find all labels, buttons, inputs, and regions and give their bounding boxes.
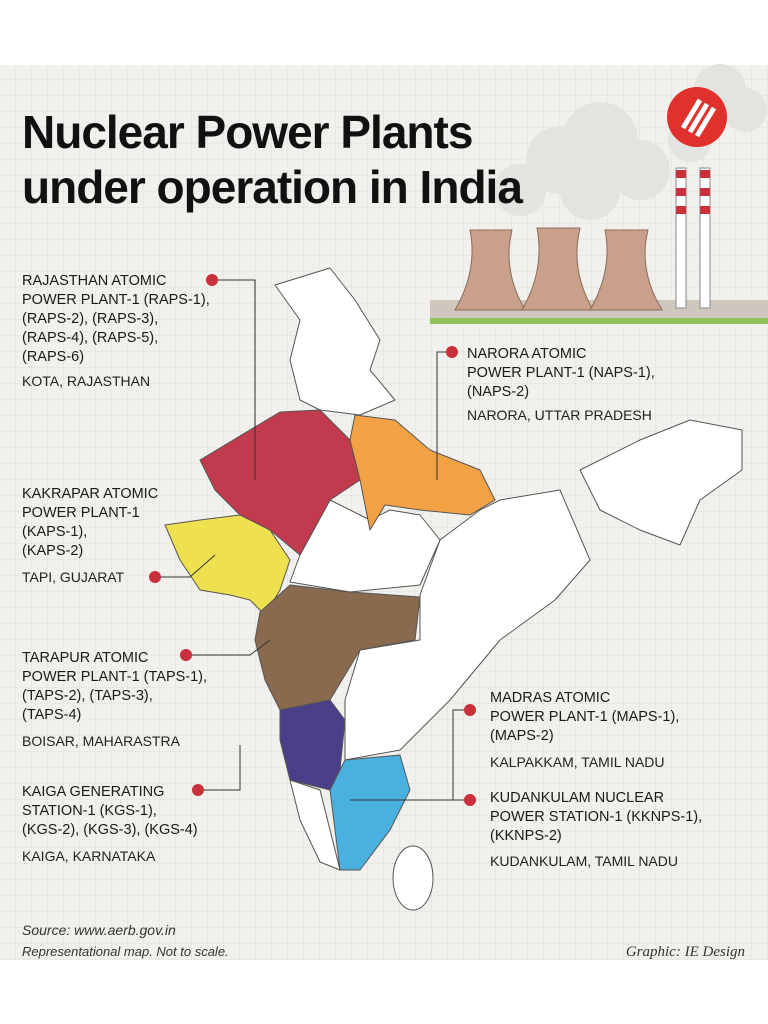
plant-name: (KKNPS-2) xyxy=(490,828,562,844)
plant-name: POWER PLANT-1 (RAPS-1), xyxy=(22,292,210,308)
plant-location: BOISAR, MAHARASTRA xyxy=(22,733,181,749)
plant-name: STATION-1 (KGS-1), xyxy=(22,803,157,819)
plant-name: RAJASTHAN ATOMIC xyxy=(22,273,166,289)
plant-name: MADRAS ATOMIC xyxy=(490,690,610,706)
plant-name: NARORA ATOMIC xyxy=(467,346,587,362)
plant-location: KUDANKULAM, TAMIL NADU xyxy=(490,853,678,869)
plant-location: KOTA, RAJASTHAN xyxy=(22,373,150,389)
plant-location: TAPI, GUJARAT xyxy=(22,569,125,585)
plant-name: POWER STATION-1 (KKNPS-1), xyxy=(490,809,702,825)
plant-name: (KAPS-2) xyxy=(22,543,83,559)
title-line: Nuclear Power Plants xyxy=(22,106,472,158)
plant-name: TARAPUR ATOMIC xyxy=(22,650,149,666)
plant-name: (RAPS-6) xyxy=(22,349,84,365)
plant-name: (TAPS-4) xyxy=(22,707,81,723)
plant-name: POWER PLANT-1 xyxy=(22,505,140,521)
source: Source: www.aerb.gov.in xyxy=(22,922,176,938)
plant-name: (MAPS-2) xyxy=(490,728,554,744)
note: Representational map. Not to scale. xyxy=(22,944,229,959)
plant-name: (NAPS-2) xyxy=(467,384,529,400)
plant-name: POWER PLANT-1 (MAPS-1), xyxy=(490,709,679,725)
plant-markers xyxy=(149,274,476,806)
plant-name: POWER PLANT-1 (NAPS-1), xyxy=(467,365,655,381)
title-line: under operation in India xyxy=(22,161,523,213)
plant-name: (RAPS-2), (RAPS-3), xyxy=(22,311,158,327)
india-map xyxy=(164,267,743,911)
logo xyxy=(667,87,727,147)
plant-name: KAKRAPAR ATOMIC xyxy=(22,486,158,502)
leader-lines xyxy=(155,279,470,801)
plant-name: (RAPS-4), (RAPS-5), xyxy=(22,330,158,346)
credit: Graphic: IE Design xyxy=(626,944,745,960)
plant-name: POWER PLANT-1 (TAPS-1), xyxy=(22,669,207,685)
plant-name: (KGS-2), (KGS-3), (KGS-4) xyxy=(22,822,198,838)
plant-name: (KAPS-1), xyxy=(22,524,87,540)
plant-name: KAIGA GENERATING xyxy=(22,784,164,800)
plant-name: KUDANKULAM NUCLEAR xyxy=(490,790,664,806)
plant-name: (TAPS-2), (TAPS-3), xyxy=(22,688,153,704)
plant-location: NARORA, UTTAR PRADESH xyxy=(467,407,652,423)
plant-location: KAIGA, KARNATAKA xyxy=(22,848,156,864)
plant-location: KALPAKKAM, TAMIL NADU xyxy=(490,754,665,770)
